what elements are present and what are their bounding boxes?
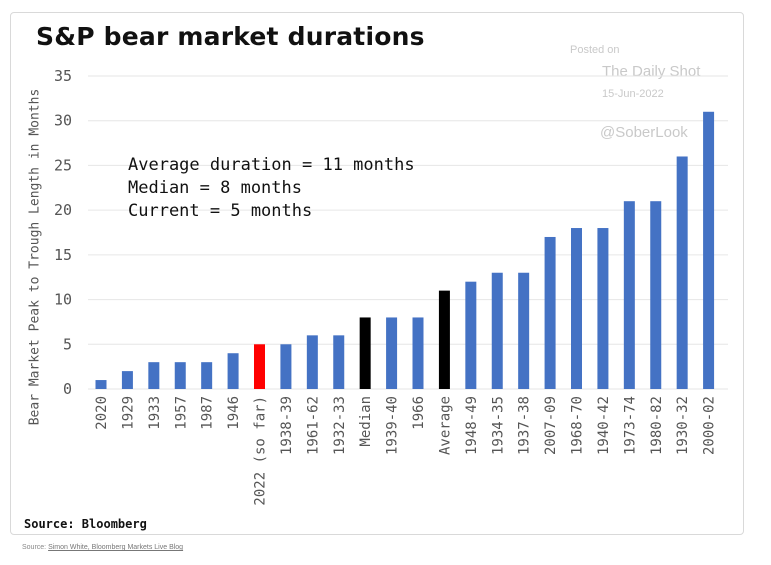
watermark-posted-on: Posted on bbox=[570, 44, 620, 56]
x-tick-label: 1930-32 bbox=[675, 396, 691, 455]
bar-9 bbox=[333, 335, 345, 389]
x-tick-label: 1987 bbox=[200, 396, 216, 430]
bar-2 bbox=[148, 362, 160, 389]
bar-16 bbox=[518, 272, 530, 389]
x-tick-label: 1940-42 bbox=[596, 396, 612, 455]
bar-15 bbox=[491, 272, 503, 389]
bar-8 bbox=[306, 335, 318, 389]
x-tick-label: 1946 bbox=[226, 396, 242, 430]
stats-annotation: Average duration = 11 months Median = 8 … bbox=[128, 154, 415, 223]
y-tick-label: 20 bbox=[54, 201, 72, 219]
footnote-prefix: Source: bbox=[22, 544, 49, 551]
x-tick-label: 1938-39 bbox=[279, 396, 295, 455]
bar-13 bbox=[438, 290, 450, 389]
bar-23 bbox=[703, 111, 715, 390]
bar-4 bbox=[201, 362, 213, 389]
x-tick-label: 2020 bbox=[94, 396, 110, 430]
chart-source: Source: Bloomberg bbox=[24, 517, 147, 531]
y-axis-label: Bear Market Peak to Trough Length in Mon… bbox=[27, 88, 43, 426]
bar-10 bbox=[359, 317, 371, 389]
bar-3 bbox=[174, 362, 186, 389]
x-tick-label: 1948-49 bbox=[464, 396, 480, 455]
bar-20 bbox=[623, 201, 635, 389]
y-tick-label: 25 bbox=[54, 156, 72, 174]
stats-median: Median = 8 months bbox=[128, 178, 302, 198]
stats-average: Average duration = 11 months bbox=[128, 155, 415, 175]
bar-22 bbox=[676, 156, 688, 389]
x-tick-label: Median bbox=[358, 396, 374, 447]
bar-0 bbox=[95, 380, 107, 389]
watermark-date: 15-Jun-2022 bbox=[602, 88, 664, 100]
bar-7 bbox=[280, 344, 292, 389]
chart-card bbox=[10, 12, 744, 535]
x-tick-label: 2022 (so far) bbox=[253, 396, 269, 506]
y-tick-label: 10 bbox=[54, 291, 72, 309]
x-tick-label: 2007-09 bbox=[543, 396, 559, 455]
bar-11 bbox=[386, 317, 398, 389]
x-tick-label: 1961-62 bbox=[305, 396, 321, 455]
x-tick-label: Average bbox=[437, 396, 453, 455]
x-tick-label: 1957 bbox=[173, 396, 189, 430]
x-tick-label: 1968-70 bbox=[570, 396, 586, 455]
watermark-handle: @SoberLook bbox=[600, 124, 688, 141]
x-tick-label: 1966 bbox=[411, 396, 427, 430]
bar-18 bbox=[571, 228, 582, 389]
x-tick-label: 1980-82 bbox=[649, 396, 665, 455]
y-tick-label: 35 bbox=[54, 67, 72, 85]
bar-19 bbox=[597, 228, 609, 389]
bar-21 bbox=[650, 201, 662, 389]
bar-12 bbox=[412, 317, 424, 389]
x-tick-label: 1937-38 bbox=[517, 396, 533, 455]
bar-17 bbox=[544, 236, 556, 389]
y-tick-label: 5 bbox=[63, 335, 72, 353]
bar-5 bbox=[227, 353, 239, 389]
bar-6 bbox=[254, 344, 265, 389]
x-tick-label: 1932-33 bbox=[332, 396, 348, 455]
stats-current: Current = 5 months bbox=[128, 201, 313, 221]
bar-1 bbox=[121, 371, 133, 389]
y-tick-label: 0 bbox=[63, 380, 72, 398]
x-tick-label: 2000-02 bbox=[702, 396, 718, 455]
chart-title: S&P bear market durations bbox=[36, 22, 425, 51]
x-tick-label: 1939-40 bbox=[385, 396, 401, 455]
x-tick-label: 1933 bbox=[147, 396, 163, 430]
x-tick-label: 1934-35 bbox=[490, 396, 506, 455]
x-tick-label: 1973-74 bbox=[622, 396, 638, 455]
y-tick-label: 30 bbox=[54, 112, 72, 130]
x-tick-label: 1929 bbox=[120, 396, 136, 430]
footnote-link[interactable]: Simon White, Bloomberg Markets Live Blog bbox=[48, 544, 184, 551]
footnote: Source: Simon White, Bloomberg Markets L… bbox=[22, 544, 183, 551]
y-tick-label: 15 bbox=[54, 246, 72, 264]
bar-14 bbox=[465, 281, 477, 389]
